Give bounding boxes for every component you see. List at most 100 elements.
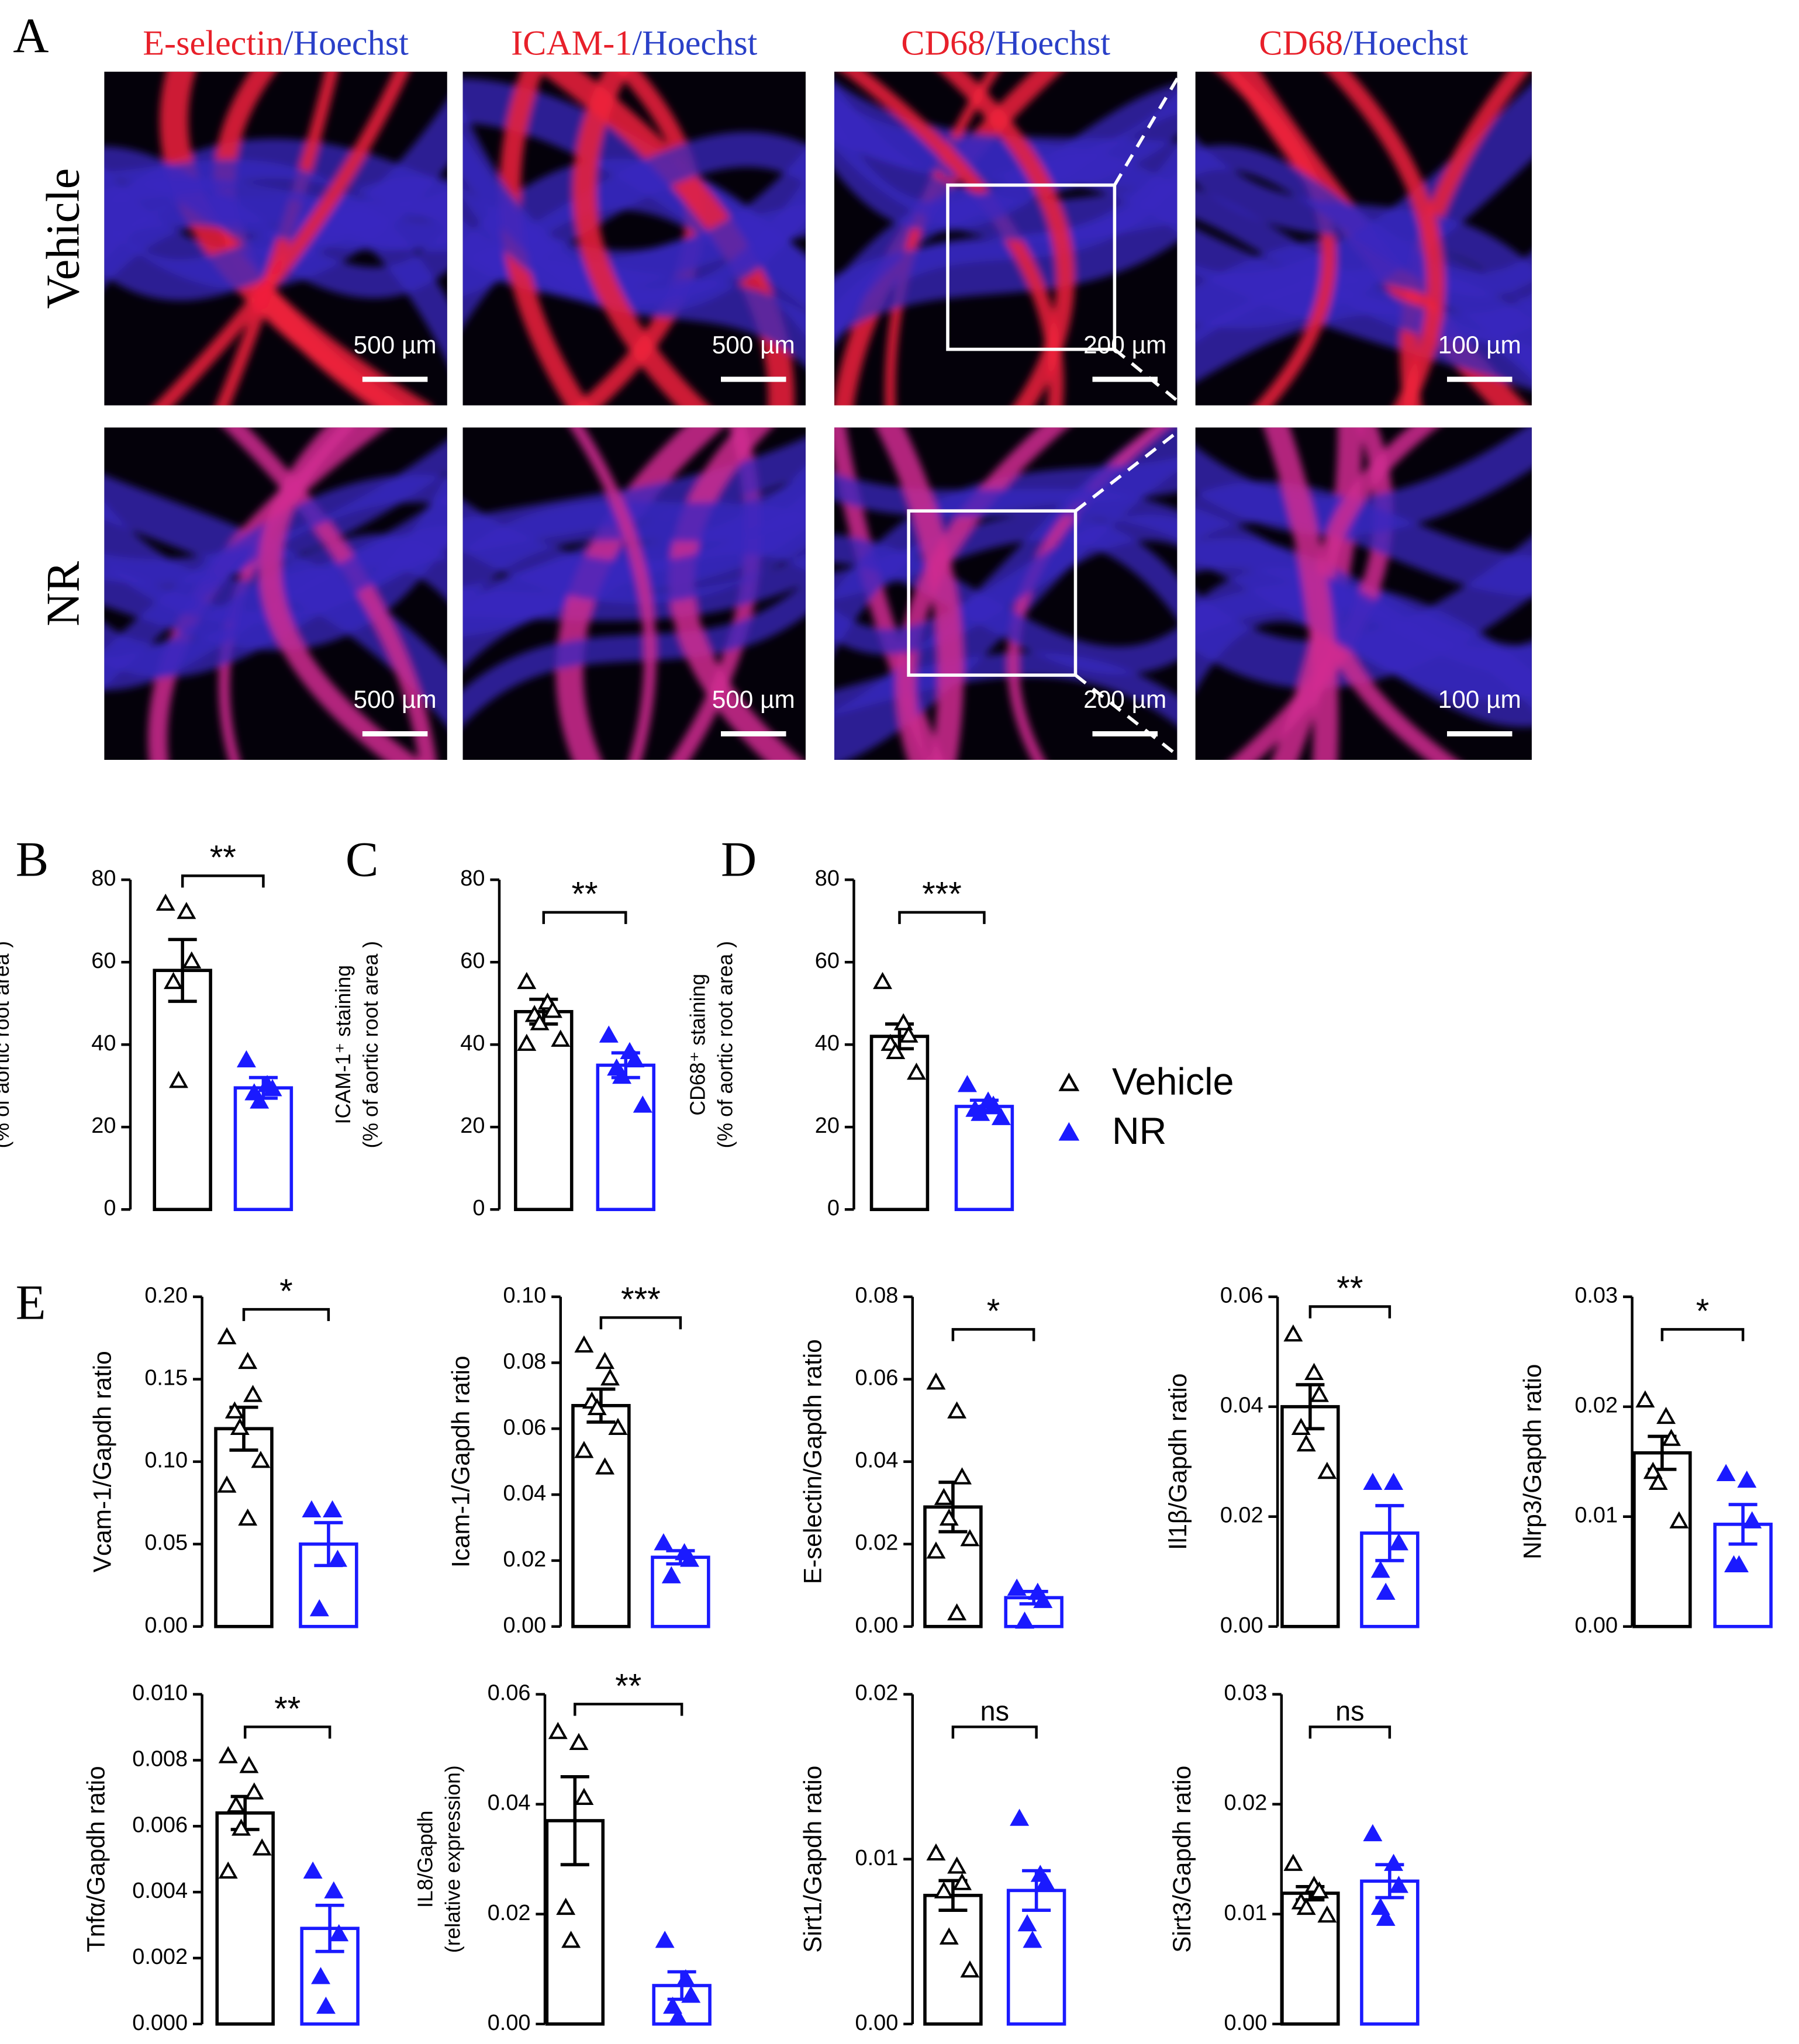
data-point	[1035, 1873, 1055, 1890]
y-tick-label: 0.15	[144, 1366, 188, 1391]
tissue-blue	[462, 493, 806, 604]
data-point	[263, 1079, 282, 1097]
y-tick-label: 0.004	[132, 1879, 188, 1903]
data-point	[633, 1095, 652, 1113]
data-point	[569, 1732, 589, 1751]
tissue-red	[885, 71, 1000, 406]
data-point	[574, 1335, 594, 1353]
bar	[1280, 1405, 1340, 1628]
data-point	[1309, 1385, 1329, 1402]
data-point	[681, 1986, 701, 2003]
legend-marker	[1058, 1073, 1080, 1091]
micrograph: 500 µm	[462, 71, 806, 406]
data-point	[302, 1500, 322, 1518]
bar-chart: 0.00 0.01 0.02 Sirt1/Gapdh ratio ns	[799, 1681, 1066, 2035]
panel-label: A	[13, 9, 49, 63]
legend-label: Vehicle	[1112, 1060, 1234, 1102]
tissue-red	[939, 71, 1075, 406]
bar-chart: 020406080E-Selectin⁺ staining(% of aorti…	[0, 832, 293, 1220]
significance-bracket	[542, 911, 627, 924]
y-axis-label: IL8/Gapdh	[414, 1810, 437, 1908]
data-point	[548, 1721, 568, 1739]
tissue-blue	[1195, 188, 1532, 343]
tissue-blue	[834, 652, 1178, 726]
bar	[923, 1894, 983, 2026]
data-point	[1384, 1472, 1404, 1490]
data-point	[668, 2007, 688, 2025]
data-point	[218, 1746, 238, 1763]
tissue-blue	[834, 472, 1178, 539]
row-label: Vehicle	[37, 168, 89, 309]
significance-bracket	[951, 1328, 1035, 1341]
data-point	[899, 1025, 919, 1043]
data-point	[168, 1071, 188, 1088]
data-point	[587, 1398, 607, 1416]
row-label: NR	[37, 561, 89, 626]
data-point	[239, 1756, 259, 1773]
tissue-red	[153, 71, 410, 406]
y-tick-label: 0	[103, 1196, 116, 1220]
data-point	[561, 1931, 581, 1948]
data-point	[1033, 1590, 1053, 1609]
data-point	[164, 971, 184, 990]
y-tick-label: 0.08	[855, 1284, 899, 1308]
scale-bar-label: 100 µm	[1438, 686, 1521, 713]
y-tick-label: 0.00	[1220, 1613, 1263, 1638]
image-grid: 500 µm 500 µm 200 µm 100 µm 500 µm 500 µm 200 …	[104, 71, 1532, 760]
significance-label: ***	[621, 1281, 661, 1319]
tissue-red	[1263, 427, 1338, 760]
y-tick-label: 0.010	[132, 1681, 188, 1706]
y-tick-label: 0.20	[144, 1284, 188, 1308]
data-point	[960, 1960, 980, 1978]
significance-label: *	[279, 1273, 293, 1310]
y-axis-label: E-selectin/Gapdh ratio	[799, 1339, 827, 1584]
data-point	[217, 1475, 237, 1493]
zoom-box	[907, 509, 1078, 677]
data-point	[309, 1599, 329, 1617]
tissue	[104, 427, 447, 760]
significance-label: **	[210, 839, 236, 877]
micrograph: 500 µm	[462, 427, 806, 760]
data-point	[1363, 1824, 1383, 1842]
tissue	[834, 427, 1178, 760]
data-point	[1317, 1461, 1337, 1479]
panel-label: E	[16, 1276, 46, 1330]
tissue-red	[259, 427, 420, 760]
data-point	[303, 1861, 323, 1879]
data-point	[252, 1838, 272, 1856]
bar	[153, 969, 212, 1212]
error-bar	[1375, 1504, 1404, 1562]
data-point	[1370, 1897, 1390, 1915]
scale-bar-label: 500 µm	[712, 686, 795, 713]
bar	[1006, 1889, 1066, 2026]
data-point	[1023, 1931, 1042, 1948]
data-point	[556, 1897, 576, 1915]
y-tick-label: 0.06	[503, 1415, 546, 1440]
data-point	[1648, 1472, 1668, 1490]
tissue	[1195, 427, 1532, 760]
y-tick-label: 0.02	[855, 1531, 899, 1555]
data-point	[926, 1372, 946, 1390]
data-point	[907, 1062, 926, 1080]
tissue	[104, 71, 447, 406]
y-axis-label: Sirt3/Gapdh ratio	[1168, 1766, 1196, 1953]
significance-label: *	[1696, 1293, 1710, 1330]
data-point	[1729, 1555, 1749, 1573]
data-point	[1716, 1464, 1736, 1481]
data-point	[947, 1856, 967, 1874]
bar-chart: 0 20 40 60 80 ICAM-1⁺ staining (% of aortic ro…	[332, 832, 655, 1220]
data-point	[324, 1881, 344, 1898]
data-point	[947, 1603, 967, 1621]
legend-marker	[1058, 1122, 1080, 1141]
data-point	[517, 1033, 537, 1051]
significance-bracket	[951, 1725, 1038, 1739]
y-tick-label: 0.03	[1574, 1284, 1618, 1308]
y-tick-label: 0.01	[1224, 1901, 1268, 1925]
data-point	[939, 1927, 959, 1945]
data-point	[1389, 1876, 1408, 1893]
data-point	[599, 1025, 619, 1043]
data-point	[323, 1500, 343, 1518]
tissue-blue	[104, 177, 447, 251]
bar	[1360, 1879, 1420, 2026]
data-point	[625, 1050, 645, 1068]
